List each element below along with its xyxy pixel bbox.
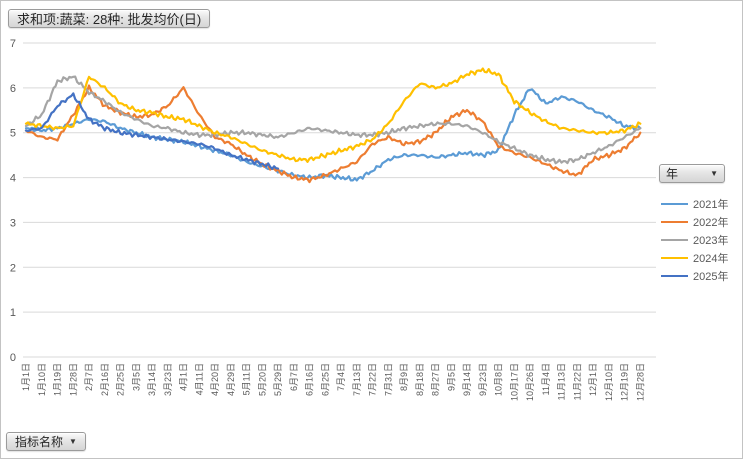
svg-text:5月11日: 5月11日 xyxy=(242,363,252,395)
legend-label: 2025年 xyxy=(693,271,729,283)
svg-text:0: 0 xyxy=(10,352,16,364)
legend-item-2024: 2024年 xyxy=(661,249,728,267)
svg-text:4月20日: 4月20日 xyxy=(210,363,220,396)
legend-item-2021: 2021年 xyxy=(661,195,728,213)
svg-text:6: 6 xyxy=(10,83,16,95)
legend-field-button[interactable]: 年 ▼ xyxy=(659,164,725,183)
legend-item-2022: 2022年 xyxy=(661,213,728,231)
chevron-down-icon: ▼ xyxy=(710,168,718,178)
legend-label: 2023年 xyxy=(693,235,729,247)
svg-text:5: 5 xyxy=(10,128,16,140)
svg-text:6月16日: 6月16日 xyxy=(305,363,315,396)
chevron-down-icon: ▼ xyxy=(69,436,77,446)
svg-text:7月13日: 7月13日 xyxy=(352,363,362,396)
svg-text:12月10日: 12月10日 xyxy=(604,363,614,401)
svg-text:6月7日: 6月7日 xyxy=(289,363,299,391)
svg-text:2月16日: 2月16日 xyxy=(100,363,110,396)
svg-text:3: 3 xyxy=(10,217,16,229)
svg-text:3月14日: 3月14日 xyxy=(147,363,157,396)
svg-text:2: 2 xyxy=(10,262,16,274)
svg-text:10月17日: 10月17日 xyxy=(509,363,519,401)
svg-text:12月28日: 12月28日 xyxy=(635,363,645,401)
svg-text:2月7日: 2月7日 xyxy=(84,363,94,391)
svg-text:5月29日: 5月29日 xyxy=(273,363,283,396)
svg-text:4: 4 xyxy=(10,173,16,185)
chart-legend: 2021年 2022年 2023年 2024年 2025年 xyxy=(661,195,728,285)
legend-line-swatch xyxy=(661,238,688,242)
value-field-button[interactable]: 求和项:蔬菜: 28种: 批发均价(日) xyxy=(8,9,211,28)
svg-text:9月14日: 9月14日 xyxy=(462,363,472,396)
legend-field-label: 年 xyxy=(666,167,679,181)
svg-text:11月22日: 11月22日 xyxy=(572,363,582,400)
legend-line-swatch xyxy=(661,202,688,206)
legend-label: 2021年 xyxy=(693,199,729,211)
svg-text:10月26日: 10月26日 xyxy=(525,363,535,401)
legend-label: 2024年 xyxy=(693,253,729,265)
svg-text:7月22日: 7月22日 xyxy=(368,363,378,396)
svg-text:12月19日: 12月19日 xyxy=(620,363,630,401)
legend-item-2023: 2023年 xyxy=(661,231,728,249)
svg-text:10月8日: 10月8日 xyxy=(494,363,504,396)
svg-text:2月25日: 2月25日 xyxy=(116,363,126,396)
svg-text:9月23日: 9月23日 xyxy=(478,363,488,396)
svg-text:8月18日: 8月18日 xyxy=(415,363,425,396)
value-field-label: 求和项:蔬菜: 28种: 批发均价(日) xyxy=(17,12,202,27)
axis-field-label: 指标名称 xyxy=(15,435,64,449)
svg-text:1月10日: 1月10日 xyxy=(37,363,47,396)
svg-text:8月9日: 8月9日 xyxy=(399,363,409,391)
svg-text:1月19日: 1月19日 xyxy=(53,363,63,396)
svg-text:7月31日: 7月31日 xyxy=(383,363,393,396)
svg-text:4月29日: 4月29日 xyxy=(226,363,236,396)
svg-text:7月4日: 7月4日 xyxy=(336,363,346,391)
svg-text:1月28日: 1月28日 xyxy=(68,363,78,396)
svg-text:5月20日: 5月20日 xyxy=(257,363,267,396)
svg-text:9月5日: 9月5日 xyxy=(446,363,456,391)
svg-text:3月23日: 3月23日 xyxy=(163,363,173,396)
svg-text:1: 1 xyxy=(10,307,16,319)
axis-field-button[interactable]: 指标名称 ▼ xyxy=(6,432,86,451)
legend-line-swatch xyxy=(661,220,688,224)
svg-text:4月11日: 4月11日 xyxy=(194,363,204,395)
svg-text:12月1日: 12月1日 xyxy=(588,363,598,396)
svg-text:1月1日: 1月1日 xyxy=(21,363,31,391)
legend-line-swatch xyxy=(661,256,688,260)
legend-label: 2022年 xyxy=(693,217,729,229)
svg-text:3月5日: 3月5日 xyxy=(131,363,141,391)
svg-text:6月25日: 6月25日 xyxy=(320,363,330,396)
svg-text:4月1日: 4月1日 xyxy=(179,363,189,391)
svg-text:8月27日: 8月27日 xyxy=(431,363,441,396)
legend-item-2025: 2025年 xyxy=(661,267,728,285)
svg-text:7: 7 xyxy=(10,38,16,50)
svg-text:11月4日: 11月4日 xyxy=(541,363,551,395)
svg-text:11月13日: 11月13日 xyxy=(557,363,567,400)
legend-line-swatch xyxy=(661,274,688,278)
